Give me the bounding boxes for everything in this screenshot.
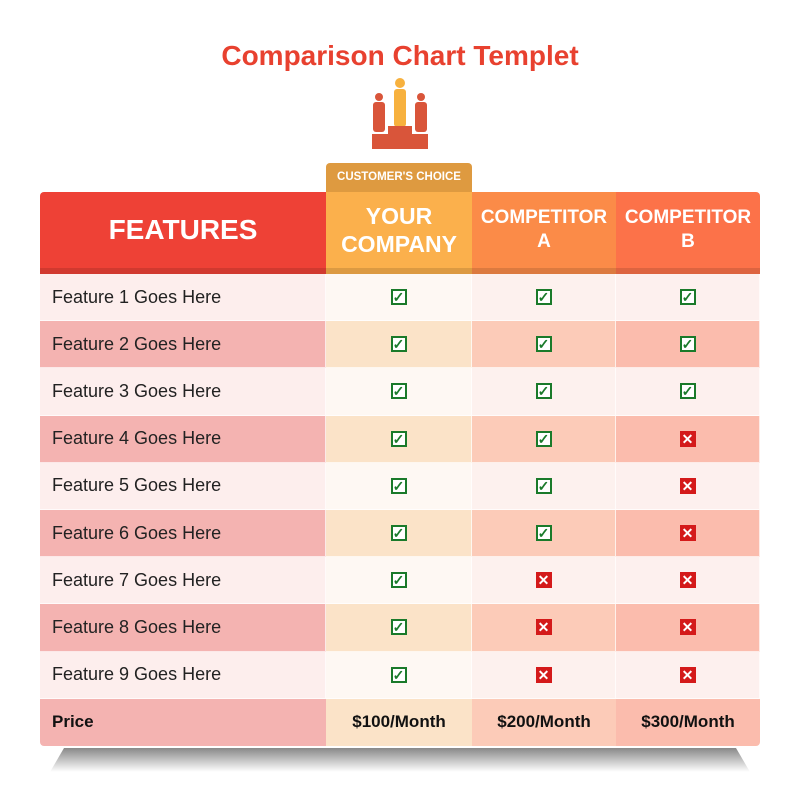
cell-your-company: ✓ [326, 274, 472, 322]
checkbox-checked-icon: ✓ [390, 336, 407, 353]
cell-competitor-a: ✕ [472, 651, 616, 699]
price-competitor-a: $200/Month [472, 698, 616, 746]
feature-label: Feature 9 Goes Here [40, 651, 326, 699]
cell-your-company: ✓ [326, 557, 472, 605]
feature-label: Feature 2 Goes Here [40, 321, 326, 369]
checkbox-checked-icon: ✓ [390, 383, 407, 400]
header-your-company: YOUR COMPANY [326, 192, 472, 274]
cell-competitor-a: ✓ [472, 368, 616, 416]
header-competitor-b: COMPETITOR B [616, 192, 760, 274]
feature-label: Feature 5 Goes Here [40, 462, 326, 510]
checkbox-checked-icon: ✓ [390, 619, 407, 636]
cell-competitor-b: ✕ [616, 509, 760, 558]
checkbox-x-icon: ✕ [679, 477, 696, 494]
comparison-table: FEATURES YOUR COMPANY COMPETITOR A COMPE… [40, 192, 760, 746]
checkbox-x-icon: ✕ [679, 666, 696, 683]
cell-competitor-b: ✓ [616, 321, 760, 369]
feature-label: Feature 4 Goes Here [40, 415, 326, 463]
table-row: Feature 3 Goes Here ✓ ✓ ✓ [40, 368, 760, 416]
checkbox-checked-icon: ✓ [390, 289, 407, 306]
feature-label: Feature 3 Goes Here [40, 368, 326, 416]
podium-people-icon [372, 78, 428, 149]
checkbox-x-icon: ✕ [535, 572, 552, 589]
checkbox-checked-icon: ✓ [390, 477, 407, 494]
checkbox-checked-icon: ✓ [390, 430, 407, 447]
checkbox-checked-icon: ✓ [535, 383, 552, 400]
cell-your-company: ✓ [326, 651, 472, 699]
cell-competitor-b: ✓ [616, 274, 760, 322]
checkbox-checked-icon: ✓ [390, 525, 407, 542]
checkbox-x-icon: ✕ [535, 666, 552, 683]
customers-choice-badge: CUSTOMER'S CHOICE [326, 163, 472, 192]
cell-competitor-a: ✓ [472, 462, 616, 510]
checkbox-checked-icon: ✓ [679, 289, 696, 306]
checkbox-checked-icon: ✓ [535, 477, 552, 494]
cell-competitor-a: ✓ [472, 274, 616, 322]
table-header: FEATURES YOUR COMPANY COMPETITOR A COMPE… [40, 192, 760, 274]
checkbox-checked-icon: ✓ [535, 336, 552, 353]
table-row: Feature 9 Goes Here ✓ ✕ ✕ [40, 651, 760, 699]
table-row: Feature 4 Goes Here ✓ ✓ ✕ [40, 415, 760, 463]
cell-competitor-a: ✕ [472, 604, 616, 652]
feature-label: Feature 1 Goes Here [40, 274, 326, 322]
cell-competitor-a: ✓ [472, 415, 616, 463]
cell-competitor-a: ✕ [472, 557, 616, 605]
feature-label: Feature 8 Goes Here [40, 604, 326, 652]
cell-your-company: ✓ [326, 604, 472, 652]
cell-competitor-b: ✕ [616, 557, 760, 605]
checkbox-checked-icon: ✓ [535, 525, 552, 542]
cell-competitor-b: ✕ [616, 462, 760, 510]
cell-your-company: ✓ [326, 415, 472, 463]
checkbox-x-icon: ✕ [679, 619, 696, 636]
checkbox-checked-icon: ✓ [535, 430, 552, 447]
cell-competitor-b: ✕ [616, 604, 760, 652]
header-competitor-a: COMPETITOR A [472, 192, 616, 274]
price-competitor-b: $300/Month [616, 698, 760, 746]
page-title: Comparison Chart Templet [221, 40, 579, 71]
checkbox-checked-icon: ✓ [679, 383, 696, 400]
feature-label: Feature 7 Goes Here [40, 557, 326, 605]
checkbox-x-icon: ✕ [679, 430, 696, 447]
cell-your-company: ✓ [326, 321, 472, 369]
table-row: Feature 8 Goes Here ✓ ✕ ✕ [40, 604, 760, 652]
cell-your-company: ✓ [326, 462, 472, 510]
checkbox-checked-icon: ✓ [679, 336, 696, 353]
price-label: Price [40, 698, 326, 746]
checkbox-checked-icon: ✓ [535, 289, 552, 306]
cell-your-company: ✓ [326, 368, 472, 416]
checkbox-checked-icon: ✓ [390, 666, 407, 683]
cell-competitor-a: ✓ [472, 509, 616, 558]
table-shadow [50, 748, 750, 772]
cell-competitor-b: ✕ [616, 415, 760, 463]
checkbox-x-icon: ✕ [679, 572, 696, 589]
cell-competitor-b: ✓ [616, 368, 760, 416]
checkbox-checked-icon: ✓ [390, 572, 407, 589]
feature-label: Feature 6 Goes Here [40, 509, 326, 558]
price-your-company: $100/Month [326, 698, 472, 746]
table-row: Feature 6 Goes Here ✓ ✓ ✕ [40, 509, 760, 558]
table-row: Feature 1 Goes Here ✓ ✓ ✓ [40, 274, 760, 322]
checkbox-x-icon: ✕ [535, 619, 552, 636]
cell-your-company: ✓ [326, 509, 472, 558]
cell-competitor-a: ✓ [472, 321, 616, 369]
table-row: Feature 7 Goes Here ✓ ✕ ✕ [40, 557, 760, 605]
table-row: Feature 5 Goes Here ✓ ✓ ✕ [40, 462, 760, 510]
price-row: Price $100/Month $200/Month $300/Month [40, 698, 760, 746]
header-features: FEATURES [40, 192, 326, 274]
checkbox-x-icon: ✕ [679, 525, 696, 542]
cell-competitor-b: ✕ [616, 651, 760, 699]
table-row: Feature 2 Goes Here ✓ ✓ ✓ [40, 321, 760, 369]
